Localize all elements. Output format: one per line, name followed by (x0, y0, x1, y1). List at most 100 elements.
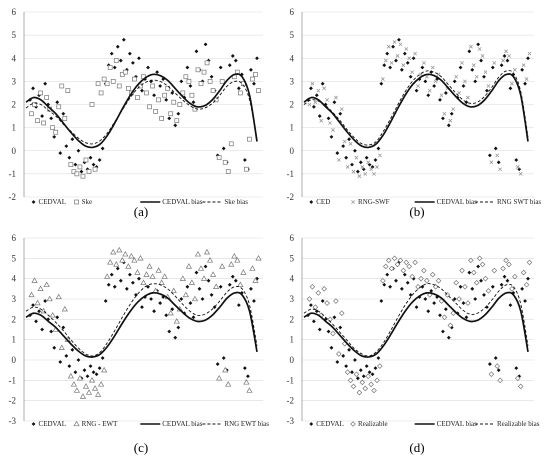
data-point (73, 162, 78, 167)
data-point (350, 162, 354, 167)
data-point (107, 65, 113, 70)
data-point (135, 95, 140, 100)
data-point (320, 81, 325, 86)
legend-label: CEDVAL (316, 420, 343, 428)
data-point (194, 270, 199, 275)
data-point (150, 83, 155, 89)
data-point (70, 347, 75, 352)
data-point (79, 169, 84, 174)
data-point (179, 79, 184, 84)
data-point (119, 257, 126, 263)
panel-label: (d) (409, 440, 424, 455)
data-point (197, 286, 202, 291)
bias-line (25, 291, 258, 358)
data-point (95, 81, 101, 87)
data-point (85, 374, 90, 379)
data-point (194, 49, 199, 54)
y-tick-label: 2 (290, 100, 295, 110)
data-point (314, 309, 319, 314)
bias-line (303, 283, 529, 357)
data-point (149, 273, 156, 279)
data-point (116, 246, 123, 253)
data-point (412, 259, 418, 266)
data-point (170, 287, 177, 294)
data-point (491, 267, 498, 274)
y-tick-label: 6 (12, 7, 17, 17)
data-point (49, 116, 54, 121)
data-point (454, 74, 459, 79)
data-point (319, 118, 324, 123)
y-tick-label: -2 (9, 192, 17, 202)
data-point (490, 65, 495, 70)
data-point (168, 111, 174, 117)
data-point (325, 97, 329, 102)
data-point (514, 366, 519, 371)
data-point (335, 151, 340, 155)
data-point (28, 291, 35, 298)
data-point (523, 281, 530, 288)
y-tick-label: -1 (9, 375, 17, 385)
data-point (67, 372, 74, 379)
data-point (76, 374, 84, 381)
data-point (64, 144, 69, 149)
data-point (221, 146, 226, 151)
data-point (91, 385, 99, 391)
data-point (200, 275, 208, 281)
data-point (185, 65, 190, 70)
data-point (385, 272, 390, 277)
data-point (524, 77, 529, 81)
legend-label: CED (316, 198, 330, 206)
data-point (408, 293, 413, 297)
data-point (73, 370, 78, 375)
data-point (441, 314, 448, 321)
data-point (236, 86, 241, 91)
data-point (110, 79, 116, 84)
data-point (40, 327, 45, 332)
data-point (126, 85, 131, 91)
data-point (452, 79, 457, 84)
data-point (473, 79, 478, 84)
data-point (34, 319, 38, 324)
data-point (329, 134, 334, 139)
data-point (429, 271, 436, 278)
data-point (523, 81, 527, 86)
data-point (209, 271, 217, 277)
data-point (225, 169, 231, 174)
data-point (369, 167, 373, 172)
data-point (348, 141, 353, 146)
data-point (73, 387, 81, 393)
data-point (471, 63, 476, 68)
data-point (344, 155, 349, 160)
data-point (415, 284, 421, 290)
data-point (132, 76, 137, 82)
legend-marker (73, 420, 80, 427)
data-point (503, 257, 509, 264)
data-point (486, 84, 491, 88)
data-point (98, 90, 104, 96)
data-point (176, 325, 181, 330)
panel-label: (a) (134, 204, 148, 219)
data-point (237, 281, 244, 287)
data-point (488, 371, 495, 378)
data-point (370, 372, 375, 377)
data-point (385, 257, 392, 264)
data-point (316, 88, 321, 93)
data-point (101, 366, 108, 373)
data-point (70, 137, 75, 142)
data-point (112, 284, 117, 289)
data-point (76, 358, 81, 362)
data-point (176, 111, 181, 116)
data-point (206, 278, 211, 283)
data-point (309, 86, 313, 91)
data-point (230, 54, 235, 58)
data-point (424, 74, 429, 79)
data-point (426, 309, 431, 314)
data-point (174, 118, 180, 124)
data-point (345, 165, 350, 169)
data-point (379, 81, 384, 86)
data-point (502, 54, 507, 58)
data-point (443, 307, 448, 312)
data-point (309, 284, 316, 290)
data-point (153, 109, 158, 114)
data-point (432, 84, 437, 88)
